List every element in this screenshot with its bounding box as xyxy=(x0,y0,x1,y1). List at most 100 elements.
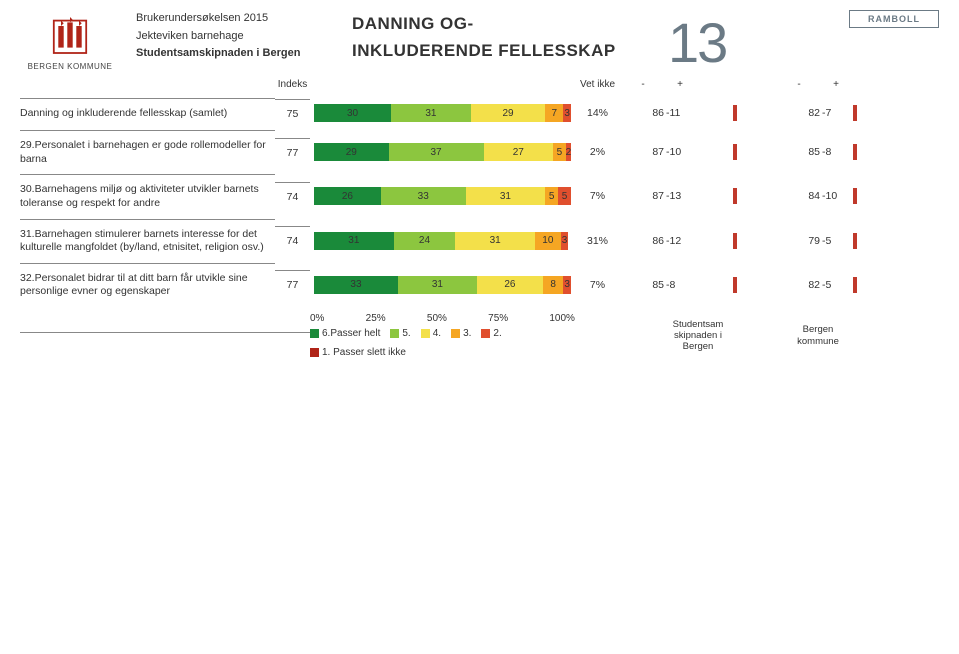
bar-segment: 31 xyxy=(466,187,546,205)
row-index: 75 xyxy=(275,99,310,128)
axis-tick-label: 75% xyxy=(488,313,508,324)
bar-segment: 29 xyxy=(314,143,389,161)
col-vetikke: Vet ikke xyxy=(575,79,620,96)
group-a-value: 87 xyxy=(620,182,666,210)
group-b-value: 85 xyxy=(776,138,822,166)
axis-tick-label: 100% xyxy=(549,313,575,324)
row-label: 30.Barnehagens miljø og aktiviteter utvi… xyxy=(20,174,275,218)
axis-tick-label: 50% xyxy=(427,313,447,324)
axis-tick-label: 0% xyxy=(310,313,324,324)
bar-segment: 5 xyxy=(553,143,566,161)
col-minus-b: - xyxy=(776,79,822,96)
bar-segment: 31 xyxy=(398,276,477,294)
bar-segment: 3 xyxy=(561,232,569,250)
group-a-label: Studentsamskipnaden iBergen xyxy=(620,313,776,353)
survey-line2: Jekteviken barnehage xyxy=(136,28,336,46)
group-a-diff: -8 xyxy=(666,271,694,299)
group-a-diff: -10 xyxy=(666,138,694,166)
indicator-tick xyxy=(694,180,776,212)
group-b-diff: -5 xyxy=(822,271,850,299)
legend-swatch xyxy=(451,329,460,338)
legend-swatch xyxy=(390,329,399,338)
bar-segment: 7 xyxy=(545,104,563,122)
bar-segment: 30 xyxy=(314,104,391,122)
row-index: 77 xyxy=(275,138,310,167)
survey-line3: Studentsamskipnaden i Bergen xyxy=(136,45,336,63)
group-a-diff: -12 xyxy=(666,227,694,255)
group-a-diff: -11 xyxy=(666,99,694,127)
indicator-tick xyxy=(694,225,776,257)
legend-label: 6.Passer helt xyxy=(322,328,380,339)
indicator-tick xyxy=(694,269,776,301)
group-b-diff: -5 xyxy=(822,227,850,255)
legend-label: 4. xyxy=(433,328,441,339)
indicator-tick xyxy=(850,180,860,212)
vet-ikke-value: 14% xyxy=(575,99,620,127)
row-label: Danning og inkluderende fellesskap (saml… xyxy=(20,98,275,129)
row-index: 77 xyxy=(275,270,310,299)
bar-segment: 31 xyxy=(455,232,535,250)
group-b-diff: -8 xyxy=(822,138,850,166)
legend-swatch xyxy=(481,329,490,338)
col-plus-a: + xyxy=(666,79,694,96)
bar-segment: 31 xyxy=(391,104,471,122)
x-axis: 0% 25% 50% 75% 100% xyxy=(310,313,575,324)
bar-segment: 3 xyxy=(563,104,571,122)
row-label: 29.Personalet i barnehagen er gode rolle… xyxy=(20,130,275,174)
col-minus-a: - xyxy=(620,79,666,96)
stacked-bar: 29372752 xyxy=(314,143,571,161)
chart-footer: 0% 25% 50% 75% 100% 6.Passer helt 5. 4. 3. 2. 1. P… xyxy=(310,307,575,358)
bar-segment: 31 xyxy=(314,232,394,250)
group-b-value: 79 xyxy=(776,227,822,255)
legend-item: 6.Passer helt xyxy=(310,328,380,339)
legend-swatch xyxy=(421,329,430,338)
indicator-tick xyxy=(694,136,776,168)
legend-label: 3. xyxy=(463,328,471,339)
bar-segment: 8 xyxy=(543,276,563,294)
bar-segment: 5 xyxy=(545,187,558,205)
group-b-diff: -7 xyxy=(822,99,850,127)
stacked-bar: 33312683 xyxy=(314,276,571,294)
legend-label: 2. xyxy=(493,328,501,339)
legend-swatch xyxy=(310,348,319,357)
group-a-value: 86 xyxy=(620,227,666,255)
org-logo: BERGEN KOMMUNE xyxy=(20,10,120,71)
legend-item: 1. Passer slett ikke xyxy=(310,347,406,358)
survey-line1: Brukerundersøkelsen 2015 xyxy=(136,10,336,28)
legend-swatch xyxy=(310,329,319,338)
legend-item: 5. xyxy=(390,328,410,339)
stacked-bar: 26333155 xyxy=(314,187,571,205)
group-b-value: 82 xyxy=(776,271,822,299)
stacked-bar: 312431103 xyxy=(314,232,571,250)
group-a-value: 86 xyxy=(620,99,666,127)
page-header: BERGEN KOMMUNE Brukerundersøkelsen 2015 … xyxy=(20,10,939,79)
bar-segment: 26 xyxy=(314,187,381,205)
group-b-value: 82 xyxy=(776,99,822,127)
axis-tick-label: 25% xyxy=(366,313,386,324)
brand-logo: RAMBOLL xyxy=(849,10,939,28)
group-b-label: Bergenkommune xyxy=(776,318,860,347)
col-indeks: Indeks xyxy=(275,79,310,96)
title-line1: DANNING OG- xyxy=(352,10,632,37)
legend-item: 3. xyxy=(451,328,471,339)
row-label: 32.Personalet bidrar til at ditt barn få… xyxy=(20,263,275,307)
row-index: 74 xyxy=(275,182,310,211)
page-number: 13 xyxy=(668,10,726,75)
bar-segment: 33 xyxy=(381,187,466,205)
group-b-value: 84 xyxy=(776,182,822,210)
data-table: Indeks Vet ikke - + - + Danning og inklu… xyxy=(20,79,939,358)
row-index: 74 xyxy=(275,226,310,255)
bar-segment: 3 xyxy=(563,276,571,294)
group-a-diff: -13 xyxy=(666,182,694,210)
group-a-value: 85 xyxy=(620,271,666,299)
vet-ikke-value: 7% xyxy=(575,182,620,210)
col-plus-b: + xyxy=(822,79,850,96)
legend-label: 1. Passer slett ikke xyxy=(322,347,406,358)
indicator-tick xyxy=(850,136,860,168)
indicator-tick xyxy=(850,225,860,257)
bar-segment: 5 xyxy=(558,187,571,205)
bar-segment: 2 xyxy=(566,143,571,161)
survey-meta: Brukerundersøkelsen 2015 Jekteviken barn… xyxy=(136,10,336,63)
group-b-diff: -10 xyxy=(822,182,850,210)
indicator-tick xyxy=(694,97,776,129)
